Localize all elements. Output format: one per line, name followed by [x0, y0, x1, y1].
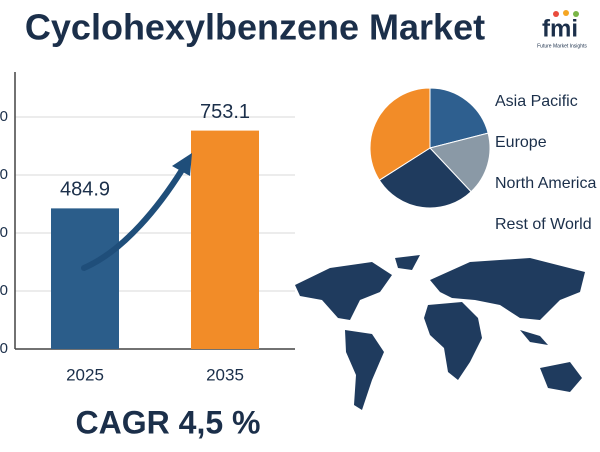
south-america: [345, 330, 384, 410]
pie-slice: [429, 87, 489, 149]
australia: [540, 362, 582, 392]
logo-dot: [563, 10, 569, 16]
logo-dot: [573, 11, 579, 17]
logo-brand: fmi: [542, 15, 578, 42]
bar: [51, 208, 119, 349]
arrow-head: [172, 153, 192, 176]
y-tick-label: 800: [0, 108, 8, 125]
north-america: [295, 262, 392, 320]
y-tick-label: 200: [0, 282, 8, 299]
y-tick-label: 0: [0, 340, 8, 357]
legend-label: Rest of World: [495, 216, 592, 233]
y-tick-label: 400: [0, 224, 8, 241]
logo-tagline: Future Market Insights: [537, 43, 587, 49]
pie-slice: [369, 87, 431, 181]
africa: [424, 302, 482, 380]
x-tick-label: 2035: [206, 365, 244, 384]
y-tick-label: 600: [0, 166, 8, 183]
value-label: 484.9: [60, 179, 110, 201]
logo: fmi Future Market Insights: [537, 10, 587, 49]
pie-chart: Asia Pacific Europe North America Rest of W…: [369, 87, 596, 233]
cagr-label: CAGR 4,5 %: [76, 404, 261, 440]
pie-slice: [429, 132, 491, 193]
title: Cyclohexylbenzene Market: [25, 7, 485, 48]
legend-label: North America: [495, 175, 596, 192]
eurasia: [430, 258, 585, 320]
x-tick-label: 2025: [66, 365, 104, 384]
world-map: [295, 255, 585, 410]
growth-arrow: [81, 167, 185, 271]
pie-slice: [378, 147, 472, 209]
value-label: 753.1: [200, 101, 250, 123]
legend-label: Europe: [495, 134, 547, 151]
legend-label: Asia Pacific: [495, 93, 578, 110]
logo-dot: [553, 11, 559, 17]
greenland: [395, 255, 420, 270]
bar: [191, 130, 259, 349]
islands: [520, 330, 548, 345]
bar-chart: 0 200 400 600 800 484.9 2025 753.1 2035: [0, 72, 295, 384]
